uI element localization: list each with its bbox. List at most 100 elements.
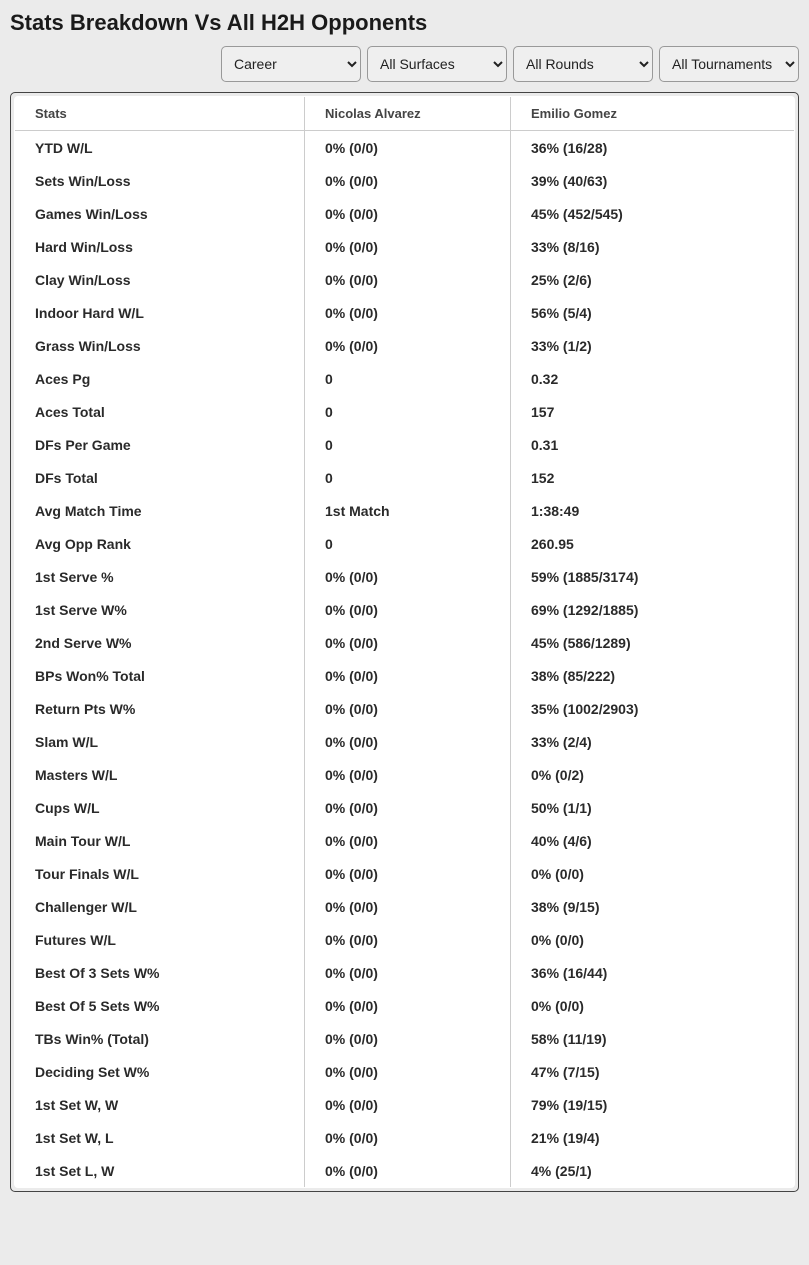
table-wrapper: Stats Nicolas Alvarez Emilio Gomez YTD W… xyxy=(10,92,799,1192)
table-row: YTD W/L0% (0/0)36% (16/28) xyxy=(15,131,795,165)
table-header-row: Stats Nicolas Alvarez Emilio Gomez xyxy=(15,97,795,131)
player2-value: 25% (2/6) xyxy=(511,263,795,296)
player1-value: 0% (0/0) xyxy=(305,857,511,890)
stat-name: 1st Set L, W xyxy=(15,1154,305,1188)
player2-value: 33% (1/2) xyxy=(511,329,795,362)
stat-name: 1st Set W, W xyxy=(15,1088,305,1121)
player2-value: 39% (40/63) xyxy=(511,164,795,197)
player1-value: 0 xyxy=(305,461,511,494)
stat-name: Best Of 5 Sets W% xyxy=(15,989,305,1022)
stat-name: Challenger W/L xyxy=(15,890,305,923)
rounds-select[interactable]: All Rounds xyxy=(513,46,653,82)
surface-select[interactable]: All Surfaces xyxy=(367,46,507,82)
player1-value: 0% (0/0) xyxy=(305,659,511,692)
player1-value: 0% (0/0) xyxy=(305,296,511,329)
player2-value: 0.32 xyxy=(511,362,795,395)
stat-name: Main Tour W/L xyxy=(15,824,305,857)
player2-value: 260.95 xyxy=(511,527,795,560)
player1-value: 0% (0/0) xyxy=(305,890,511,923)
player2-value: 47% (7/15) xyxy=(511,1055,795,1088)
time-select[interactable]: Career xyxy=(221,46,361,82)
table-row: 1st Serve W%0% (0/0)69% (1292/1885) xyxy=(15,593,795,626)
player1-value: 0% (0/0) xyxy=(305,956,511,989)
table-row: Return Pts W%0% (0/0)35% (1002/2903) xyxy=(15,692,795,725)
player1-value: 0% (0/0) xyxy=(305,692,511,725)
stat-name: Futures W/L xyxy=(15,923,305,956)
player2-value: 50% (1/1) xyxy=(511,791,795,824)
stat-name: 2nd Serve W% xyxy=(15,626,305,659)
player2-value: 36% (16/28) xyxy=(511,131,795,165)
player1-value: 0% (0/0) xyxy=(305,626,511,659)
player1-value: 0% (0/0) xyxy=(305,230,511,263)
table-row: DFs Per Game00.31 xyxy=(15,428,795,461)
player2-value: 33% (2/4) xyxy=(511,725,795,758)
table-row: 1st Serve %0% (0/0)59% (1885/3174) xyxy=(15,560,795,593)
header-player1: Nicolas Alvarez xyxy=(305,97,511,131)
player2-value: 0.31 xyxy=(511,428,795,461)
player1-value: 0% (0/0) xyxy=(305,560,511,593)
player2-value: 1:38:49 xyxy=(511,494,795,527)
table-row: Tour Finals W/L0% (0/0)0% (0/0) xyxy=(15,857,795,890)
player1-value: 0% (0/0) xyxy=(305,923,511,956)
stat-name: Cups W/L xyxy=(15,791,305,824)
table-row: DFs Total0152 xyxy=(15,461,795,494)
stat-name: Sets Win/Loss xyxy=(15,164,305,197)
player1-value: 0 xyxy=(305,527,511,560)
stat-name: Deciding Set W% xyxy=(15,1055,305,1088)
table-row: 1st Set L, W0% (0/0)4% (25/1) xyxy=(15,1154,795,1188)
player1-value: 0% (0/0) xyxy=(305,725,511,758)
player1-value: 0% (0/0) xyxy=(305,197,511,230)
player1-value: 0% (0/0) xyxy=(305,1088,511,1121)
table-row: Aces Total0157 xyxy=(15,395,795,428)
stat-name: Avg Match Time xyxy=(15,494,305,527)
table-row: 2nd Serve W%0% (0/0)45% (586/1289) xyxy=(15,626,795,659)
player1-value: 0% (0/0) xyxy=(305,824,511,857)
table-row: Cups W/L0% (0/0)50% (1/1) xyxy=(15,791,795,824)
player2-value: 79% (19/15) xyxy=(511,1088,795,1121)
player2-value: 40% (4/6) xyxy=(511,824,795,857)
table-row: Main Tour W/L0% (0/0)40% (4/6) xyxy=(15,824,795,857)
player1-value: 0% (0/0) xyxy=(305,1154,511,1188)
stat-name: Avg Opp Rank xyxy=(15,527,305,560)
player2-value: 45% (452/545) xyxy=(511,197,795,230)
player2-value: 152 xyxy=(511,461,795,494)
stat-name: Slam W/L xyxy=(15,725,305,758)
player1-value: 0% (0/0) xyxy=(305,1022,511,1055)
player1-value: 1st Match xyxy=(305,494,511,527)
player1-value: 0% (0/0) xyxy=(305,263,511,296)
stat-name: Hard Win/Loss xyxy=(15,230,305,263)
table-row: 1st Set W, W0% (0/0)79% (19/15) xyxy=(15,1088,795,1121)
filters-row: Career All Surfaces All Rounds All Tourn… xyxy=(0,46,809,92)
stat-name: Return Pts W% xyxy=(15,692,305,725)
table-row: TBs Win% (Total)0% (0/0)58% (11/19) xyxy=(15,1022,795,1055)
table-row: 1st Set W, L0% (0/0)21% (19/4) xyxy=(15,1121,795,1154)
player1-value: 0% (0/0) xyxy=(305,791,511,824)
player2-value: 69% (1292/1885) xyxy=(511,593,795,626)
player2-value: 56% (5/4) xyxy=(511,296,795,329)
stat-name: Clay Win/Loss xyxy=(15,263,305,296)
page-title: Stats Breakdown Vs All H2H Opponents xyxy=(10,10,799,36)
player1-value: 0% (0/0) xyxy=(305,758,511,791)
tournaments-select[interactable]: All Tournaments xyxy=(659,46,799,82)
player2-value: 0% (0/0) xyxy=(511,857,795,890)
player1-value: 0 xyxy=(305,428,511,461)
table-row: Best Of 3 Sets W%0% (0/0)36% (16/44) xyxy=(15,956,795,989)
player1-value: 0% (0/0) xyxy=(305,1121,511,1154)
stat-name: DFs Per Game xyxy=(15,428,305,461)
player2-value: 38% (9/15) xyxy=(511,890,795,923)
player1-value: 0% (0/0) xyxy=(305,593,511,626)
player2-value: 157 xyxy=(511,395,795,428)
player1-value: 0% (0/0) xyxy=(305,989,511,1022)
header-stats: Stats xyxy=(15,97,305,131)
player2-value: 4% (25/1) xyxy=(511,1154,795,1188)
player1-value: 0% (0/0) xyxy=(305,1055,511,1088)
table-row: Slam W/L0% (0/0)33% (2/4) xyxy=(15,725,795,758)
stat-name: BPs Won% Total xyxy=(15,659,305,692)
stat-name: Grass Win/Loss xyxy=(15,329,305,362)
player1-value: 0 xyxy=(305,395,511,428)
player1-value: 0 xyxy=(305,362,511,395)
table-row: Best Of 5 Sets W%0% (0/0)0% (0/0) xyxy=(15,989,795,1022)
stat-name: YTD W/L xyxy=(15,131,305,165)
player1-value: 0% (0/0) xyxy=(305,131,511,165)
table-row: Avg Opp Rank0260.95 xyxy=(15,527,795,560)
